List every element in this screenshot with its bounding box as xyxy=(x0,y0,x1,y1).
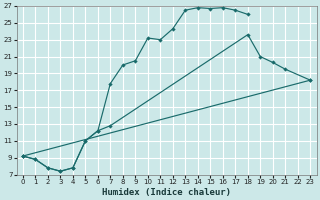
X-axis label: Humidex (Indice chaleur): Humidex (Indice chaleur) xyxy=(102,188,231,197)
